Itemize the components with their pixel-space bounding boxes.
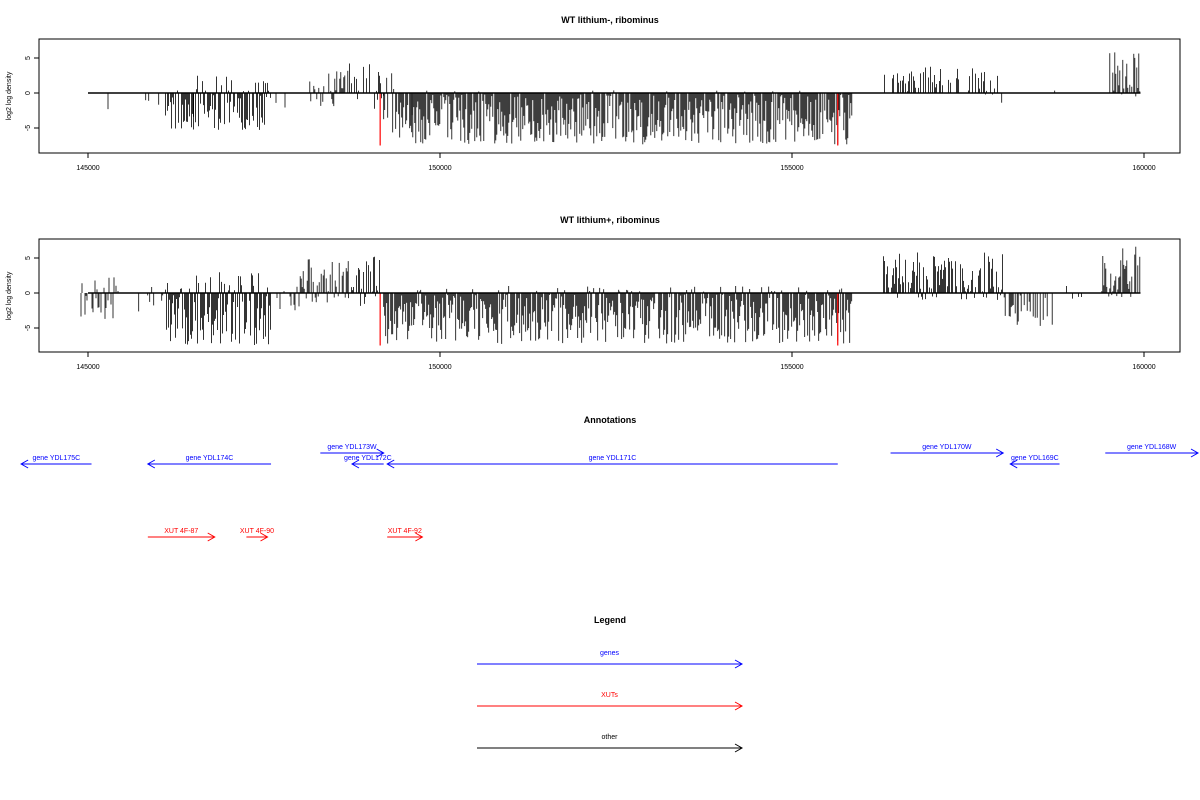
arrow-head — [376, 448, 385, 458]
legend-entry-other: other — [477, 734, 744, 753]
legend-label: XUTs — [601, 692, 618, 699]
panel-2-title: WT lithium+, ribominus — [560, 215, 660, 225]
panel-1-title: WT lithium-, ribominus — [561, 15, 659, 25]
arrow-head — [734, 659, 744, 669]
panel-2-axis-ticks — [34, 257, 1145, 357]
x-tick-label: 150000 — [428, 165, 451, 172]
legend: Legend genes XUTs other — [477, 615, 744, 753]
y-tick-label: 0 — [25, 291, 32, 295]
panel-1-axis-ticks — [34, 57, 1145, 158]
feature-label: gene YDL171C — [589, 455, 637, 462]
feature-gene-ydl172c: gene YDL172C — [344, 455, 392, 469]
feature-label: gene YDL170W — [922, 444, 972, 451]
feature-gene-ydl174c: gene YDL174C — [146, 455, 272, 469]
x-tick-label: 160000 — [1132, 364, 1155, 371]
feature-label: XUT 4F-90 — [240, 528, 274, 535]
x-tick-label: 160000 — [1132, 165, 1155, 172]
feature-label: XUT 4F-92 — [388, 528, 422, 535]
y-tick-label: -5 — [25, 125, 32, 131]
panel-2-plot-frame — [38, 238, 1181, 353]
arrow-head — [260, 532, 269, 542]
panel-1-x-tick-labels: 145000 150000 155000 160000 — [76, 165, 1155, 172]
feature-label: gene YDL172C — [344, 455, 392, 462]
arrow-head — [386, 459, 395, 469]
arrow-head — [350, 459, 360, 469]
feature-xut-4f-92: XUT 4F-92 — [387, 528, 424, 542]
panel-2-x-tick-labels: 145000 150000 155000 160000 — [76, 364, 1155, 371]
arrow-head — [995, 448, 1005, 458]
legend-label: other — [602, 734, 619, 741]
feature-gene-ydl169c: gene YDL169C — [1009, 455, 1060, 469]
legend-label: genes — [600, 650, 620, 657]
y-tick-label: 5 — [25, 56, 32, 60]
annotation-features: gene YDL175C gene YDL174C gene YDL173W g… — [20, 444, 1200, 542]
legend-title: Legend — [594, 615, 626, 625]
y-tick-label: 0 — [25, 91, 32, 95]
panel-2-y-tick-labels: 5 0 -5 — [25, 256, 32, 331]
panel-1-density-marks — [88, 52, 1141, 146]
feature-gene-ydl170w: gene YDL170W — [890, 444, 1005, 458]
panel-lithium-plus: WT lithium+, ribominus log2 log density … — [6, 215, 1181, 371]
feature-gene-ydl175c: gene YDL175C — [20, 455, 92, 469]
y-tick-label: -5 — [25, 325, 32, 331]
feature-label: gene YDL168W — [1127, 444, 1177, 451]
annotations-title: Annotations — [584, 415, 637, 425]
arrow-head — [734, 743, 744, 753]
arrow-head — [415, 532, 424, 542]
legend-entry-xuts: XUTs — [477, 692, 744, 711]
legend-entry-genes: genes — [477, 650, 744, 669]
arrow-head — [1009, 459, 1018, 469]
panel-1-y-axis-label: log2 log density — [6, 71, 13, 120]
arrow-head — [146, 459, 156, 469]
panel-1-plot-frame — [38, 38, 1181, 154]
feature-xut-4f-87: XUT 4F-87 — [147, 528, 216, 542]
feature-label: gene YDL173W — [327, 444, 377, 451]
arrow-head — [207, 532, 216, 542]
annotations-track: Annotations gene YDL175C gene YDL174C ge… — [20, 415, 1200, 542]
arrow-head — [734, 701, 744, 711]
y-tick-label: 5 — [25, 256, 32, 260]
x-tick-label: 155000 — [780, 364, 803, 371]
feature-label: gene YDL169C — [1011, 455, 1059, 462]
panel-2-y-axis-label: log2 log density — [6, 271, 13, 320]
x-tick-label: 155000 — [780, 165, 803, 172]
feature-label: gene YDL175C — [32, 455, 80, 462]
feature-label: XUT 4F-87 — [164, 528, 198, 535]
arrow-head — [20, 459, 29, 469]
panel-lithium-minus: WT lithium-, ribominus log2 log density … — [6, 15, 1181, 172]
x-tick-label: 145000 — [76, 165, 99, 172]
x-tick-label: 150000 — [428, 364, 451, 371]
feature-gene-ydl168w: gene YDL168W — [1105, 444, 1200, 458]
x-tick-label: 145000 — [76, 364, 99, 371]
feature-label: gene YDL174C — [186, 455, 234, 462]
feature-xut-4f-90: XUT 4F-90 — [240, 528, 274, 542]
feature-gene-ydl171c: gene YDL171C — [386, 455, 838, 469]
panel-2-density-marks — [80, 246, 1141, 346]
feature-gene-ydl173w: gene YDL173W — [320, 444, 385, 458]
legend-entries: genes XUTs other — [477, 650, 744, 753]
panel-1-y-tick-labels: 5 0 -5 — [25, 56, 32, 131]
arrow-head — [1190, 448, 1200, 458]
